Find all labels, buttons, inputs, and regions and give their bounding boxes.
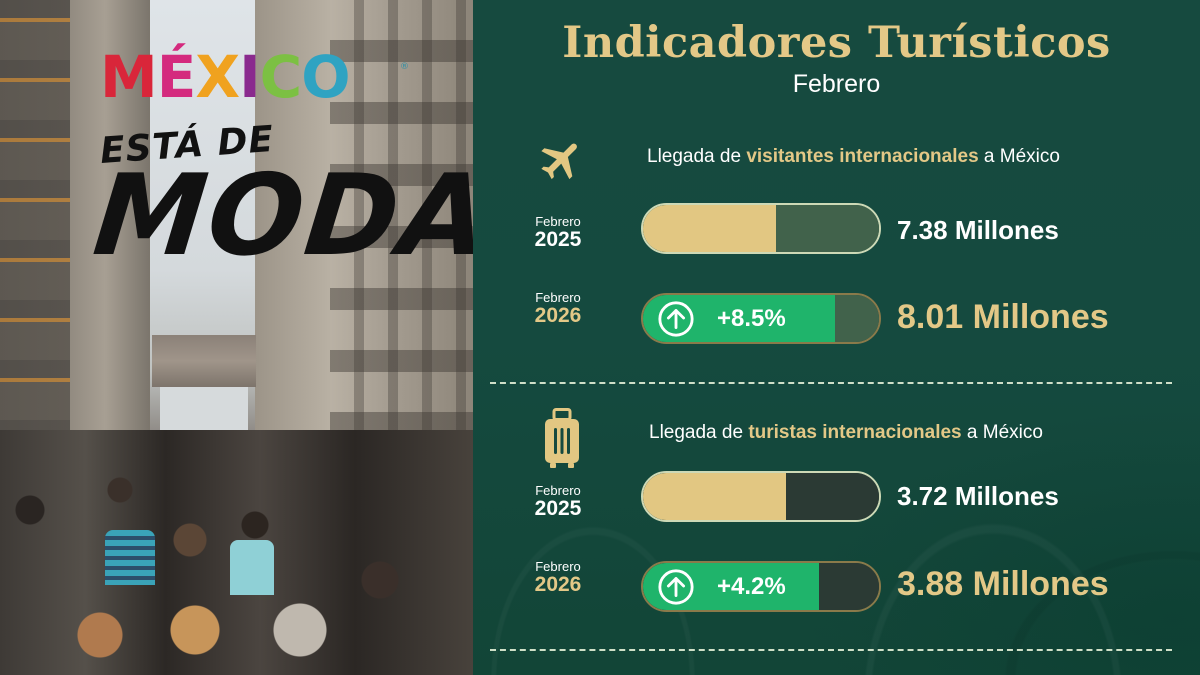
period-month: Febrero [535,290,581,305]
indicators-panel: Indicadores Turísticos Febrero Llegada d… [473,0,1200,675]
value-tourists-2026: 3.88 Millones [897,565,1109,603]
period-label: Febrero 2026 [513,291,603,327]
section-divider [490,382,1172,384]
heading-text: Llegada de [647,146,747,167]
period-month: Febrero [535,483,581,498]
heading-text: Llegada de [649,422,749,443]
section-divider [490,649,1172,651]
airplane-icon [537,134,587,186]
bar-fill [643,473,786,520]
progress-bar-visitors-2025 [641,203,881,254]
hero-photo-street-crowd: M É X I C O ® ESTÁ DE MODA [0,0,473,675]
tagline-moda: MODA [88,151,473,281]
person-light-shirt [230,540,274,595]
page-subtitle: Febrero [792,70,881,98]
period-year: 2025 [534,496,582,520]
progress-bar-visitors-2026: +8.5% [641,293,881,344]
bar-fill: +8.5% [643,295,836,342]
scaffolding [0,0,70,470]
period-label: Febrero 2025 [513,484,603,520]
period-label: Febrero 2025 [513,215,603,251]
arrow-up-circle-icon [658,568,694,605]
heading-highlight: turistas internacionales [748,422,962,443]
value-tourists-2025: 3.72 Millones [897,481,1059,511]
logo-letter: C [259,43,303,111]
logo-letter: O [301,43,350,111]
arrow-up-circle-icon [658,300,694,337]
logo-letter: É [156,43,197,111]
bar-fill [643,205,777,252]
bar-fill: +4.2% [643,563,819,610]
page-title: Indicadores Turísticos [562,18,1111,68]
heading-highlight: visitantes internacionales [746,146,979,167]
section-heading-tourists: Llegada de turistas internacionales a Mé… [649,422,1043,444]
person-striped-shirt [105,530,155,585]
heading-text: a México [961,422,1043,443]
logo-letter: M [100,43,158,111]
suitcase-icon [543,408,581,470]
value-visitors-2026: 8.01 Millones [897,298,1109,336]
growth-percent: +4.2% [717,572,786,600]
registered-mark: ® [400,62,409,72]
value-visitors-2025: 7.38 Millones [897,215,1059,245]
growth-percent: +8.5% [717,304,786,332]
section-heading-visitors: Llegada de visitantes internacionales a … [647,146,1060,168]
period-year: 2026 [534,572,582,596]
heading-text: a México [978,146,1060,167]
period-label: Febrero 2026 [513,560,603,596]
progress-bar-tourists-2026: +4.2% [641,561,881,612]
building-windows [330,0,473,480]
period-month: Febrero [535,214,581,229]
sky-gap [160,387,248,437]
logo-letter: I [239,43,261,111]
period-year: 2026 [534,303,582,327]
period-month: Febrero [535,559,581,574]
progress-bar-tourists-2025 [641,471,881,522]
logo-letter: X [195,43,240,111]
mexico-logo: M É X I C O [100,43,351,111]
period-year: 2025 [534,227,582,251]
distant-arch-building [152,335,256,387]
